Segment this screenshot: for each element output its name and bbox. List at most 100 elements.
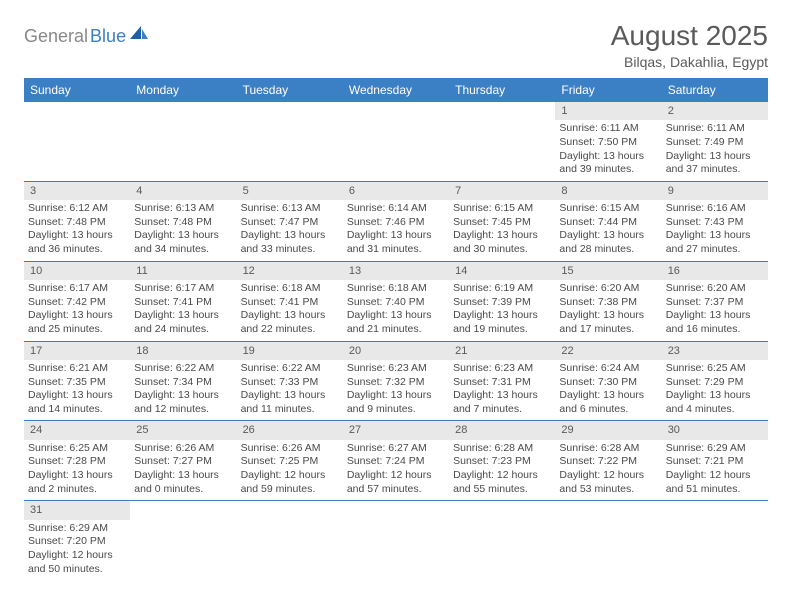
cell-body: Sunrise: 6:18 AMSunset: 7:41 PMDaylight:… [237,280,343,341]
cell-body: Sunrise: 6:17 AMSunset: 7:42 PMDaylight:… [24,280,130,341]
day-header-row: SundayMondayTuesdayWednesdayThursdayFrid… [24,78,768,102]
date-number: 1 [555,102,661,120]
cell-body: Sunrise: 6:17 AMSunset: 7:41 PMDaylight:… [130,280,236,341]
date-number: 10 [24,262,130,280]
calendar-cell: 15Sunrise: 6:20 AMSunset: 7:38 PMDayligh… [555,262,661,341]
cell-body: Sunrise: 6:14 AMSunset: 7:46 PMDaylight:… [343,200,449,261]
calendar-cell [24,102,130,181]
daylight-line: Daylight: 13 hours and 39 minutes. [559,150,657,177]
calendar-cell: 25Sunrise: 6:26 AMSunset: 7:27 PMDayligh… [130,421,236,500]
sunrise-line: Sunrise: 6:13 AM [241,202,339,216]
cell-body: Sunrise: 6:15 AMSunset: 7:45 PMDaylight:… [449,200,555,261]
sunrise-line: Sunrise: 6:24 AM [559,362,657,376]
cell-body: Sunrise: 6:22 AMSunset: 7:34 PMDaylight:… [130,360,236,421]
date-number: 23 [662,342,768,360]
calendar-cell: 16Sunrise: 6:20 AMSunset: 7:37 PMDayligh… [662,262,768,341]
sunrise-line: Sunrise: 6:15 AM [559,202,657,216]
date-number: 6 [343,182,449,200]
cell-body: Sunrise: 6:25 AMSunset: 7:28 PMDaylight:… [24,440,130,501]
daylight-line: Daylight: 13 hours and 17 minutes. [559,309,657,336]
sunrise-line: Sunrise: 6:22 AM [134,362,232,376]
calendar: SundayMondayTuesdayWednesdayThursdayFrid… [24,78,768,580]
empty-cell [130,501,236,518]
sunset-line: Sunset: 7:23 PM [453,455,551,469]
daylight-line: Daylight: 13 hours and 12 minutes. [134,389,232,416]
empty-cell [343,501,449,518]
week-row: 31Sunrise: 6:29 AMSunset: 7:20 PMDayligh… [24,501,768,580]
date-number: 2 [662,102,768,120]
sunset-line: Sunset: 7:43 PM [666,216,764,230]
sunset-line: Sunset: 7:41 PM [241,296,339,310]
empty-cell [237,102,343,119]
sunrise-line: Sunrise: 6:13 AM [134,202,232,216]
date-number: 7 [449,182,555,200]
date-number: 16 [662,262,768,280]
calendar-cell: 9Sunrise: 6:16 AMSunset: 7:43 PMDaylight… [662,182,768,261]
logo: GeneralBlue [24,26,148,47]
calendar-cell: 17Sunrise: 6:21 AMSunset: 7:35 PMDayligh… [24,342,130,421]
daylight-line: Daylight: 13 hours and 19 minutes. [453,309,551,336]
date-number: 19 [237,342,343,360]
cell-body: Sunrise: 6:19 AMSunset: 7:39 PMDaylight:… [449,280,555,341]
sunset-line: Sunset: 7:40 PM [347,296,445,310]
sunset-line: Sunset: 7:28 PM [28,455,126,469]
sunrise-line: Sunrise: 6:23 AM [347,362,445,376]
sunset-line: Sunset: 7:45 PM [453,216,551,230]
empty-cell [343,102,449,119]
cell-body: Sunrise: 6:22 AMSunset: 7:33 PMDaylight:… [237,360,343,421]
sunset-line: Sunset: 7:25 PM [241,455,339,469]
daylight-line: Daylight: 13 hours and 36 minutes. [28,229,126,256]
logo-text-1: General [24,26,88,47]
calendar-cell: 13Sunrise: 6:18 AMSunset: 7:40 PMDayligh… [343,262,449,341]
sunrise-line: Sunrise: 6:20 AM [559,282,657,296]
sunrise-line: Sunrise: 6:12 AM [28,202,126,216]
empty-cell [130,102,236,119]
sunset-line: Sunset: 7:29 PM [666,376,764,390]
sunset-line: Sunset: 7:33 PM [241,376,339,390]
sunrise-line: Sunrise: 6:28 AM [453,442,551,456]
sunset-line: Sunset: 7:49 PM [666,136,764,150]
sunset-line: Sunset: 7:42 PM [28,296,126,310]
cell-body: Sunrise: 6:21 AMSunset: 7:35 PMDaylight:… [24,360,130,421]
calendar-cell: 31Sunrise: 6:29 AMSunset: 7:20 PMDayligh… [24,501,130,580]
date-number: 21 [449,342,555,360]
calendar-cell: 19Sunrise: 6:22 AMSunset: 7:33 PMDayligh… [237,342,343,421]
calendar-cell: 12Sunrise: 6:18 AMSunset: 7:41 PMDayligh… [237,262,343,341]
daylight-line: Daylight: 12 hours and 50 minutes. [28,549,126,576]
daylight-line: Daylight: 13 hours and 2 minutes. [28,469,126,496]
date-number: 24 [24,421,130,439]
calendar-cell: 20Sunrise: 6:23 AMSunset: 7:32 PMDayligh… [343,342,449,421]
calendar-cell: 7Sunrise: 6:15 AMSunset: 7:45 PMDaylight… [449,182,555,261]
daylight-line: Daylight: 13 hours and 31 minutes. [347,229,445,256]
sunrise-line: Sunrise: 6:25 AM [666,362,764,376]
calendar-cell [237,102,343,181]
cell-body: Sunrise: 6:28 AMSunset: 7:22 PMDaylight:… [555,440,661,501]
calendar-cell: 2Sunrise: 6:11 AMSunset: 7:49 PMDaylight… [662,102,768,181]
cell-body: Sunrise: 6:15 AMSunset: 7:44 PMDaylight:… [555,200,661,261]
day-header-cell: Thursday [449,78,555,102]
sail-icon [130,26,148,40]
date-number: 30 [662,421,768,439]
cell-body: Sunrise: 6:23 AMSunset: 7:31 PMDaylight:… [449,360,555,421]
daylight-line: Daylight: 13 hours and 4 minutes. [666,389,764,416]
calendar-cell: 27Sunrise: 6:27 AMSunset: 7:24 PMDayligh… [343,421,449,500]
date-number: 25 [130,421,236,439]
cell-body: Sunrise: 6:26 AMSunset: 7:27 PMDaylight:… [130,440,236,501]
week-row: 17Sunrise: 6:21 AMSunset: 7:35 PMDayligh… [24,342,768,422]
sunset-line: Sunset: 7:31 PM [453,376,551,390]
sunset-line: Sunset: 7:50 PM [559,136,657,150]
sunrise-line: Sunrise: 6:16 AM [666,202,764,216]
date-number: 9 [662,182,768,200]
cell-body: Sunrise: 6:29 AMSunset: 7:21 PMDaylight:… [662,440,768,501]
week-row: 1Sunrise: 6:11 AMSunset: 7:50 PMDaylight… [24,102,768,182]
daylight-line: Daylight: 13 hours and 9 minutes. [347,389,445,416]
sunrise-line: Sunrise: 6:14 AM [347,202,445,216]
date-number: 22 [555,342,661,360]
cell-body: Sunrise: 6:11 AMSunset: 7:50 PMDaylight:… [555,120,661,181]
empty-cell [662,501,768,518]
sunrise-line: Sunrise: 6:19 AM [453,282,551,296]
daylight-line: Daylight: 13 hours and 0 minutes. [134,469,232,496]
date-number: 18 [130,342,236,360]
calendar-cell: 23 Sunrise: 6:25 AMSunset: 7:29 PMDayligh… [662,342,768,421]
calendar-cell: 26Sunrise: 6:26 AMSunset: 7:25 PMDayligh… [237,421,343,500]
